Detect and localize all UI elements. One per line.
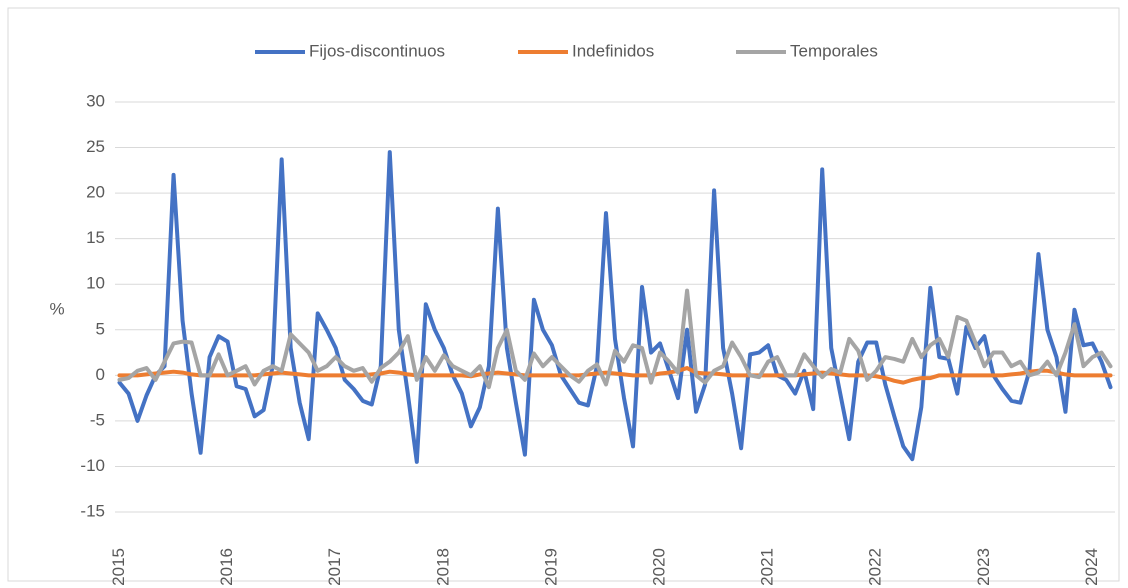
y-axis-label: %: [49, 299, 64, 318]
series-line: [117, 288, 1113, 390]
x-tick-label: 2017: [325, 548, 344, 586]
y-tick-label: 15: [86, 228, 105, 247]
x-tick-label: 2021: [758, 548, 777, 586]
series-line: [117, 366, 1113, 385]
y-tick-label: -5: [90, 410, 105, 429]
x-tick-label: 2024: [1082, 548, 1101, 586]
y-tick-label: -10: [80, 456, 105, 475]
x-tick-label: 2019: [541, 548, 560, 586]
chart-frame: [7, 7, 1120, 582]
legend-label: Fijos-discontinuos: [309, 41, 445, 60]
series-line: [117, 150, 1113, 464]
y-tick-label: -15: [80, 501, 105, 520]
x-tick-label: 2016: [217, 548, 236, 586]
x-tick-label: 2015: [109, 548, 128, 586]
x-tick-label: 2022: [866, 548, 885, 586]
y-tick-label: 5: [96, 319, 105, 338]
y-tick-label: 10: [86, 274, 105, 293]
legend-label: Temporales: [790, 41, 878, 60]
y-tick-label: 30: [86, 91, 105, 110]
legend-label: Indefinidos: [572, 41, 654, 60]
y-tick-label: 20: [86, 183, 105, 202]
y-tick-label: 0: [96, 365, 105, 384]
x-tick-label: 2023: [974, 548, 993, 586]
x-tick-label: 2020: [650, 548, 669, 586]
x-tick-label: 2018: [433, 548, 452, 586]
y-tick-label: 25: [86, 137, 105, 156]
